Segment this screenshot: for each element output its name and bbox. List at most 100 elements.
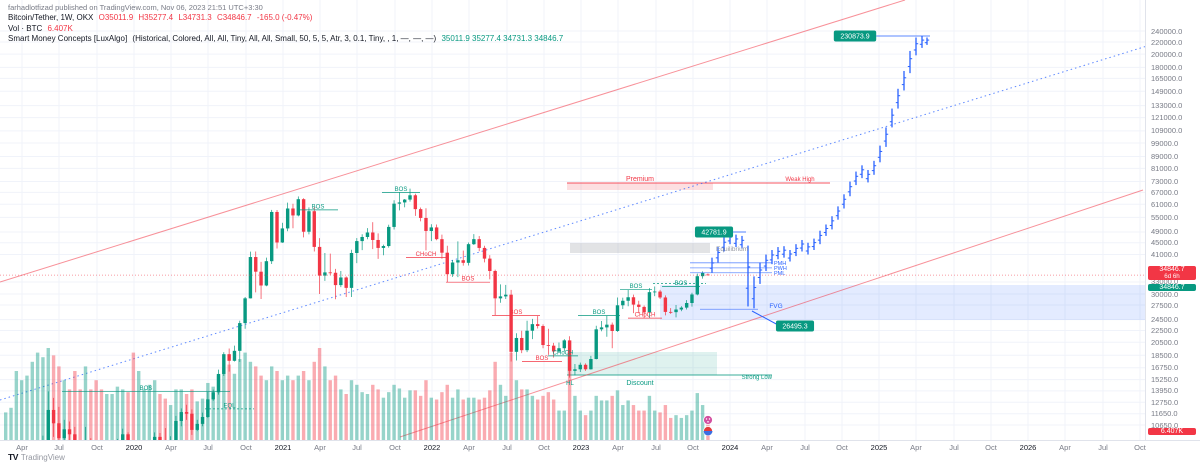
smc-text-label: Equilibrium [716, 246, 748, 253]
price-axis-label: 73000.0 [1151, 177, 1179, 187]
indicator-params: (Historical, Colored, All, All, Tiny, Al… [132, 34, 437, 43]
time-axis[interactable]: Apr Jul Oct 2020 Apr Jul Oct 2021 Apr Jul Oct 2022 A… [0, 440, 1200, 454]
svg-text:BOS: BOS [675, 281, 688, 287]
price-axis-label: 81000.0 [1151, 163, 1179, 173]
svg-text:42781.9: 42781.9 [701, 230, 726, 237]
svg-text:BOS: BOS [630, 284, 643, 290]
time-axis-label: Jul [502, 443, 512, 452]
time-axis-label: 2022 [423, 443, 441, 452]
price-axis-label: 67000.0 [1151, 187, 1179, 197]
time-axis-label: Apr [910, 443, 922, 452]
legend-indicator-row[interactable]: Smart Money Concepts [LuxAlgo] (Historic… [8, 34, 566, 45]
tradingview-brand: TradingView [20, 452, 65, 462]
price-axis-label: 165000.0 [1151, 73, 1183, 83]
svg-text:BOS: BOS [140, 386, 153, 392]
time-axis-label: Oct [687, 443, 699, 452]
svg-text:BOS: BOS [462, 277, 475, 283]
projection-bars [709, 35, 930, 309]
smc-text-label: Weak High [785, 177, 814, 183]
price-axis-label: 61000.0 [1151, 199, 1179, 209]
price-tag-badge [833, 30, 877, 42]
price-axis-label: 12750.0 [1151, 397, 1179, 407]
svg-text:26495.3: 26495.3 [782, 324, 807, 331]
time-axis-label: Oct [538, 443, 550, 452]
drawn-lines [0, 0, 1145, 438]
time-axis-label: Apr [761, 443, 773, 452]
price-axis-label: 13950.0 [1151, 386, 1179, 396]
price-tag-badge [775, 320, 815, 332]
svg-text:CHoCH: CHoCH [416, 252, 437, 258]
time-axis-label: Oct [91, 443, 103, 452]
trend-channel-line [399, 189, 1144, 438]
smc-structure-labels: BOS EQL BOS BOS CHoCH BOS BOS BOS CHoCH BOS BOS CHo… [62, 187, 706, 409]
volume-value: 6.407K [47, 23, 73, 33]
tradingview-logo-icon: TV [8, 452, 18, 462]
time-axis-label: Apr [165, 443, 177, 452]
indicator-name[interactable]: Smart Money Concepts [LuxAlgo] [8, 34, 128, 43]
price-axis[interactable]: 240000.0 220000.0 200000.0 180000.0 165000.0… [1145, 0, 1200, 440]
time-axis-label: Apr [1059, 443, 1071, 452]
ohlc-close: C34846.7 [216, 13, 252, 22]
ohlc-high: H35277.4 [138, 13, 174, 22]
grid [0, 0, 1145, 440]
time-axis-label: Oct [985, 443, 997, 452]
svg-text:BOS: BOS [593, 310, 606, 316]
legend-volume-row[interactable]: Vol · BTC 6.407K [8, 24, 566, 35]
ohlc-change: -165.0 (-0.47%) [256, 13, 313, 22]
time-axis-label: 2025 [870, 443, 888, 452]
candlestick-series[interactable] [4, 188, 710, 440]
price-axis-label: 109000.0 [1151, 126, 1183, 136]
price-axis-label: 121000.0 [1151, 113, 1183, 123]
time-axis-label: Jul [352, 443, 362, 452]
time-axis-label: Apr [314, 443, 326, 452]
time-axis-label: 2023 [572, 443, 590, 452]
indicator-price-badge: 34846.7 [1148, 283, 1196, 291]
price-axis-label: 240000.0 [1151, 26, 1183, 36]
svg-text:BOS: BOS [510, 310, 523, 316]
price-axis-label: 24500.0 [1151, 315, 1179, 325]
price-axis-label: 200000.0 [1151, 49, 1183, 59]
price-axis-label: 33000.0 [1151, 277, 1179, 287]
last-price-badge: 34846.7 6d 6h [1148, 266, 1196, 281]
price-axis-label: 30000.0 [1151, 289, 1179, 299]
price-tag-badge [694, 226, 734, 238]
smc-text-label: HL [566, 381, 574, 387]
svg-text:BOS: BOS [395, 187, 408, 193]
ohlc-open: O35011.9 [98, 13, 134, 22]
time-axis-label: Oct [836, 443, 848, 452]
indicator-values: 35011.9 35277.4 34731.3 34846.7 [441, 34, 564, 43]
symbol-title[interactable]: Bitcoin/Tether, 1W, OKX [8, 13, 94, 22]
time-axis-label: Apr [16, 443, 28, 452]
svg-text:BOS: BOS [312, 204, 325, 210]
smc-text-label: Discount [626, 380, 653, 387]
time-axis-label: Oct [1134, 443, 1146, 452]
price-axis-label: 15250.0 [1151, 375, 1179, 385]
time-axis-label: 2024 [721, 443, 739, 452]
chart-legend: Bitcoin/Tether, 1W, OKX O35011.9 H35277.… [8, 13, 566, 45]
smc-text-label: Premium [626, 176, 654, 183]
chart-canvas[interactable]: BOS EQL BOS BOS CHoCH BOS BOS BOS CHoCH BOS BOS CHo… [0, 0, 1145, 440]
time-axis-label: Jul [800, 443, 810, 452]
smc-text-label: Strong Low [742, 375, 773, 381]
time-axis-label: Jul [651, 443, 661, 452]
svg-text:PWH: PWH [774, 266, 787, 272]
price-axis-label: 45000.0 [1151, 238, 1179, 248]
legend-symbol-row[interactable]: Bitcoin/Tether, 1W, OKX O35011.9 H35277.… [8, 13, 566, 24]
svg-text:PMH: PMH [774, 261, 786, 267]
price-axis-label: 27500.0 [1151, 300, 1179, 310]
price-axis-label: 99000.0 [1151, 138, 1179, 148]
volume-value-badge: 6.407K [1148, 428, 1196, 435]
tradingview-watermark[interactable]: TV TradingView [8, 452, 65, 462]
time-axis-label: Jul [203, 443, 213, 452]
volume-label: Vol · BTC [8, 23, 43, 33]
chart-annotations: Premium Weak High Equilibrium Discount HL Str… [0, 30, 1145, 436]
price-axis-label: 20500.0 [1151, 337, 1179, 347]
svg-text:BOS: BOS [536, 356, 549, 362]
time-axis-label: 2026 [1019, 443, 1037, 452]
price-axis-label: 220000.0 [1151, 37, 1183, 47]
time-axis-label: Jul [1098, 443, 1108, 452]
ohlc-low: L34731.3 [178, 13, 212, 22]
svg-text:PML: PML [774, 271, 785, 277]
